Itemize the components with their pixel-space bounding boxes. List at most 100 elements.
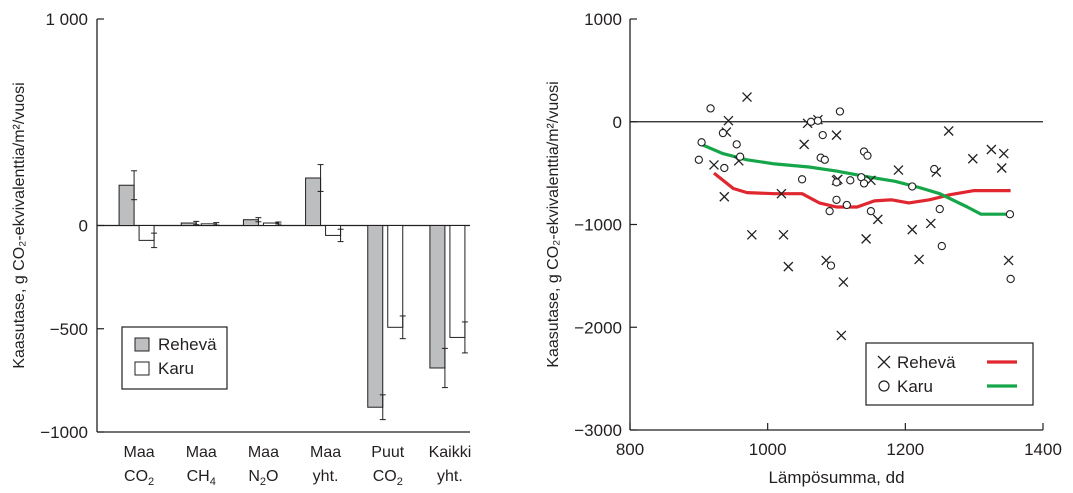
point-reheva — [783, 261, 794, 272]
category-label-main: CO — [373, 468, 397, 485]
point-reheva — [872, 214, 883, 225]
category-label-subscript: 2 — [397, 476, 403, 488]
point-reheva — [861, 233, 872, 244]
bar-reheva — [429, 225, 446, 369]
point-reheva — [709, 159, 719, 170]
point-reheva — [742, 92, 752, 103]
y-tick-label: 1 000 — [45, 10, 88, 29]
point-karu — [735, 152, 745, 161]
point-reheva — [943, 126, 954, 136]
category-label-suffix: O — [266, 468, 278, 485]
point-karu — [806, 117, 816, 126]
category-label-line2: yht. — [313, 468, 339, 485]
point-reheva — [746, 229, 757, 240]
legend-swatch — [134, 337, 150, 352]
legend-label: Rehevä — [158, 335, 217, 354]
point-karu — [720, 163, 729, 173]
category-label-main: N — [248, 468, 260, 485]
point-karu — [908, 182, 917, 191]
category-label-line2: CO2 — [124, 468, 154, 488]
category-label-line2: CO2 — [373, 468, 403, 488]
legend-box — [121, 326, 228, 390]
y-tick-label: −3000 — [574, 421, 622, 440]
point-karu — [706, 104, 715, 113]
category-label-line2: yht. — [437, 468, 463, 485]
category-label-subscript: 4 — [210, 476, 216, 488]
category-label-line2: CH4 — [187, 468, 216, 488]
bar-karu — [387, 225, 404, 328]
category-label-subscript: 2 — [148, 476, 154, 488]
y-tick-label: 0 — [613, 113, 622, 132]
point-karu — [697, 138, 706, 147]
y-tick-label: −2000 — [574, 318, 622, 337]
point-karu — [930, 164, 939, 174]
point-karu — [718, 128, 728, 138]
point-karu — [866, 206, 876, 216]
legend-swatch — [134, 361, 150, 376]
point-reheva — [998, 148, 1009, 159]
point-karu — [846, 176, 855, 185]
bar-reheva — [118, 184, 135, 226]
x-tick-label: 800 — [616, 440, 644, 459]
category-label-line1: Maa — [124, 444, 155, 461]
category-label-line1: Puut — [371, 444, 404, 461]
point-reheva — [907, 224, 918, 235]
point-reheva — [799, 139, 810, 150]
y-axis-label: Kaasutase, g CO₂-ekvivalenttia/m²/vuosi — [11, 82, 28, 368]
category-label-main: yht. — [437, 468, 463, 485]
point-karu — [1006, 274, 1015, 284]
point-karu — [813, 116, 823, 125]
point-reheva — [836, 330, 847, 341]
point-reheva — [719, 191, 730, 202]
point-reheva — [893, 165, 904, 176]
category-label-main: yht. — [313, 468, 339, 485]
point-karu — [835, 107, 845, 116]
legend: Rehevä Karu — [865, 342, 1034, 406]
point-reheva — [723, 115, 734, 126]
point-karu — [863, 151, 872, 160]
point-reheva — [831, 130, 842, 141]
bar-karu — [449, 225, 466, 338]
bar-chart-panel: 1 000 0 −500 −1000 Kaasutase, g CO₂-ekvivale… — [11, 10, 471, 488]
trend-line-karu — [698, 141, 1011, 216]
point-karu — [820, 155, 829, 164]
point-karu — [732, 140, 741, 149]
point-reheva — [986, 144, 997, 155]
point-reheva — [914, 254, 925, 265]
y-tick-label: −1000 — [574, 216, 622, 235]
legend-box — [865, 342, 1034, 406]
y-tick-label: −1000 — [40, 423, 88, 442]
y-axis-label: Kaasutase, g CO₂-ekvivalenttia/m²/vuosi — [545, 81, 562, 367]
x-tick-label: 1400 — [1024, 440, 1062, 459]
category-label-main: CH — [187, 468, 210, 485]
legend-label: Rehevä — [897, 353, 956, 372]
point-reheva — [996, 163, 1007, 173]
point-karu — [797, 175, 807, 184]
category-label-line1: Maa — [248, 444, 279, 461]
y-tick-label: 1000 — [584, 10, 622, 29]
category-label-line1: Maa — [186, 444, 217, 461]
point-karu — [826, 261, 836, 270]
category-label-subscript: 2 — [260, 476, 266, 488]
point-karu — [937, 241, 946, 251]
bar-reheva — [242, 219, 259, 227]
legend-marker-circle — [878, 380, 890, 392]
point-karu — [825, 206, 834, 216]
category-label-line1: Maa — [310, 444, 341, 461]
point-karu — [818, 130, 827, 140]
point-reheva — [1003, 255, 1014, 266]
bar-karu — [325, 225, 342, 236]
point-karu — [832, 195, 841, 204]
point-reheva — [776, 188, 787, 199]
y-tick-label: 0 — [79, 217, 88, 236]
bar-reheva — [305, 177, 322, 227]
category-label-main: CO — [124, 468, 148, 485]
point-reheva — [838, 277, 849, 287]
x-tick-label: 1200 — [886, 440, 924, 459]
legend: Rehevä Karu — [121, 326, 228, 390]
point-karu — [832, 178, 841, 187]
point-karu — [859, 179, 869, 188]
category-label-line2: N2O — [248, 468, 278, 488]
